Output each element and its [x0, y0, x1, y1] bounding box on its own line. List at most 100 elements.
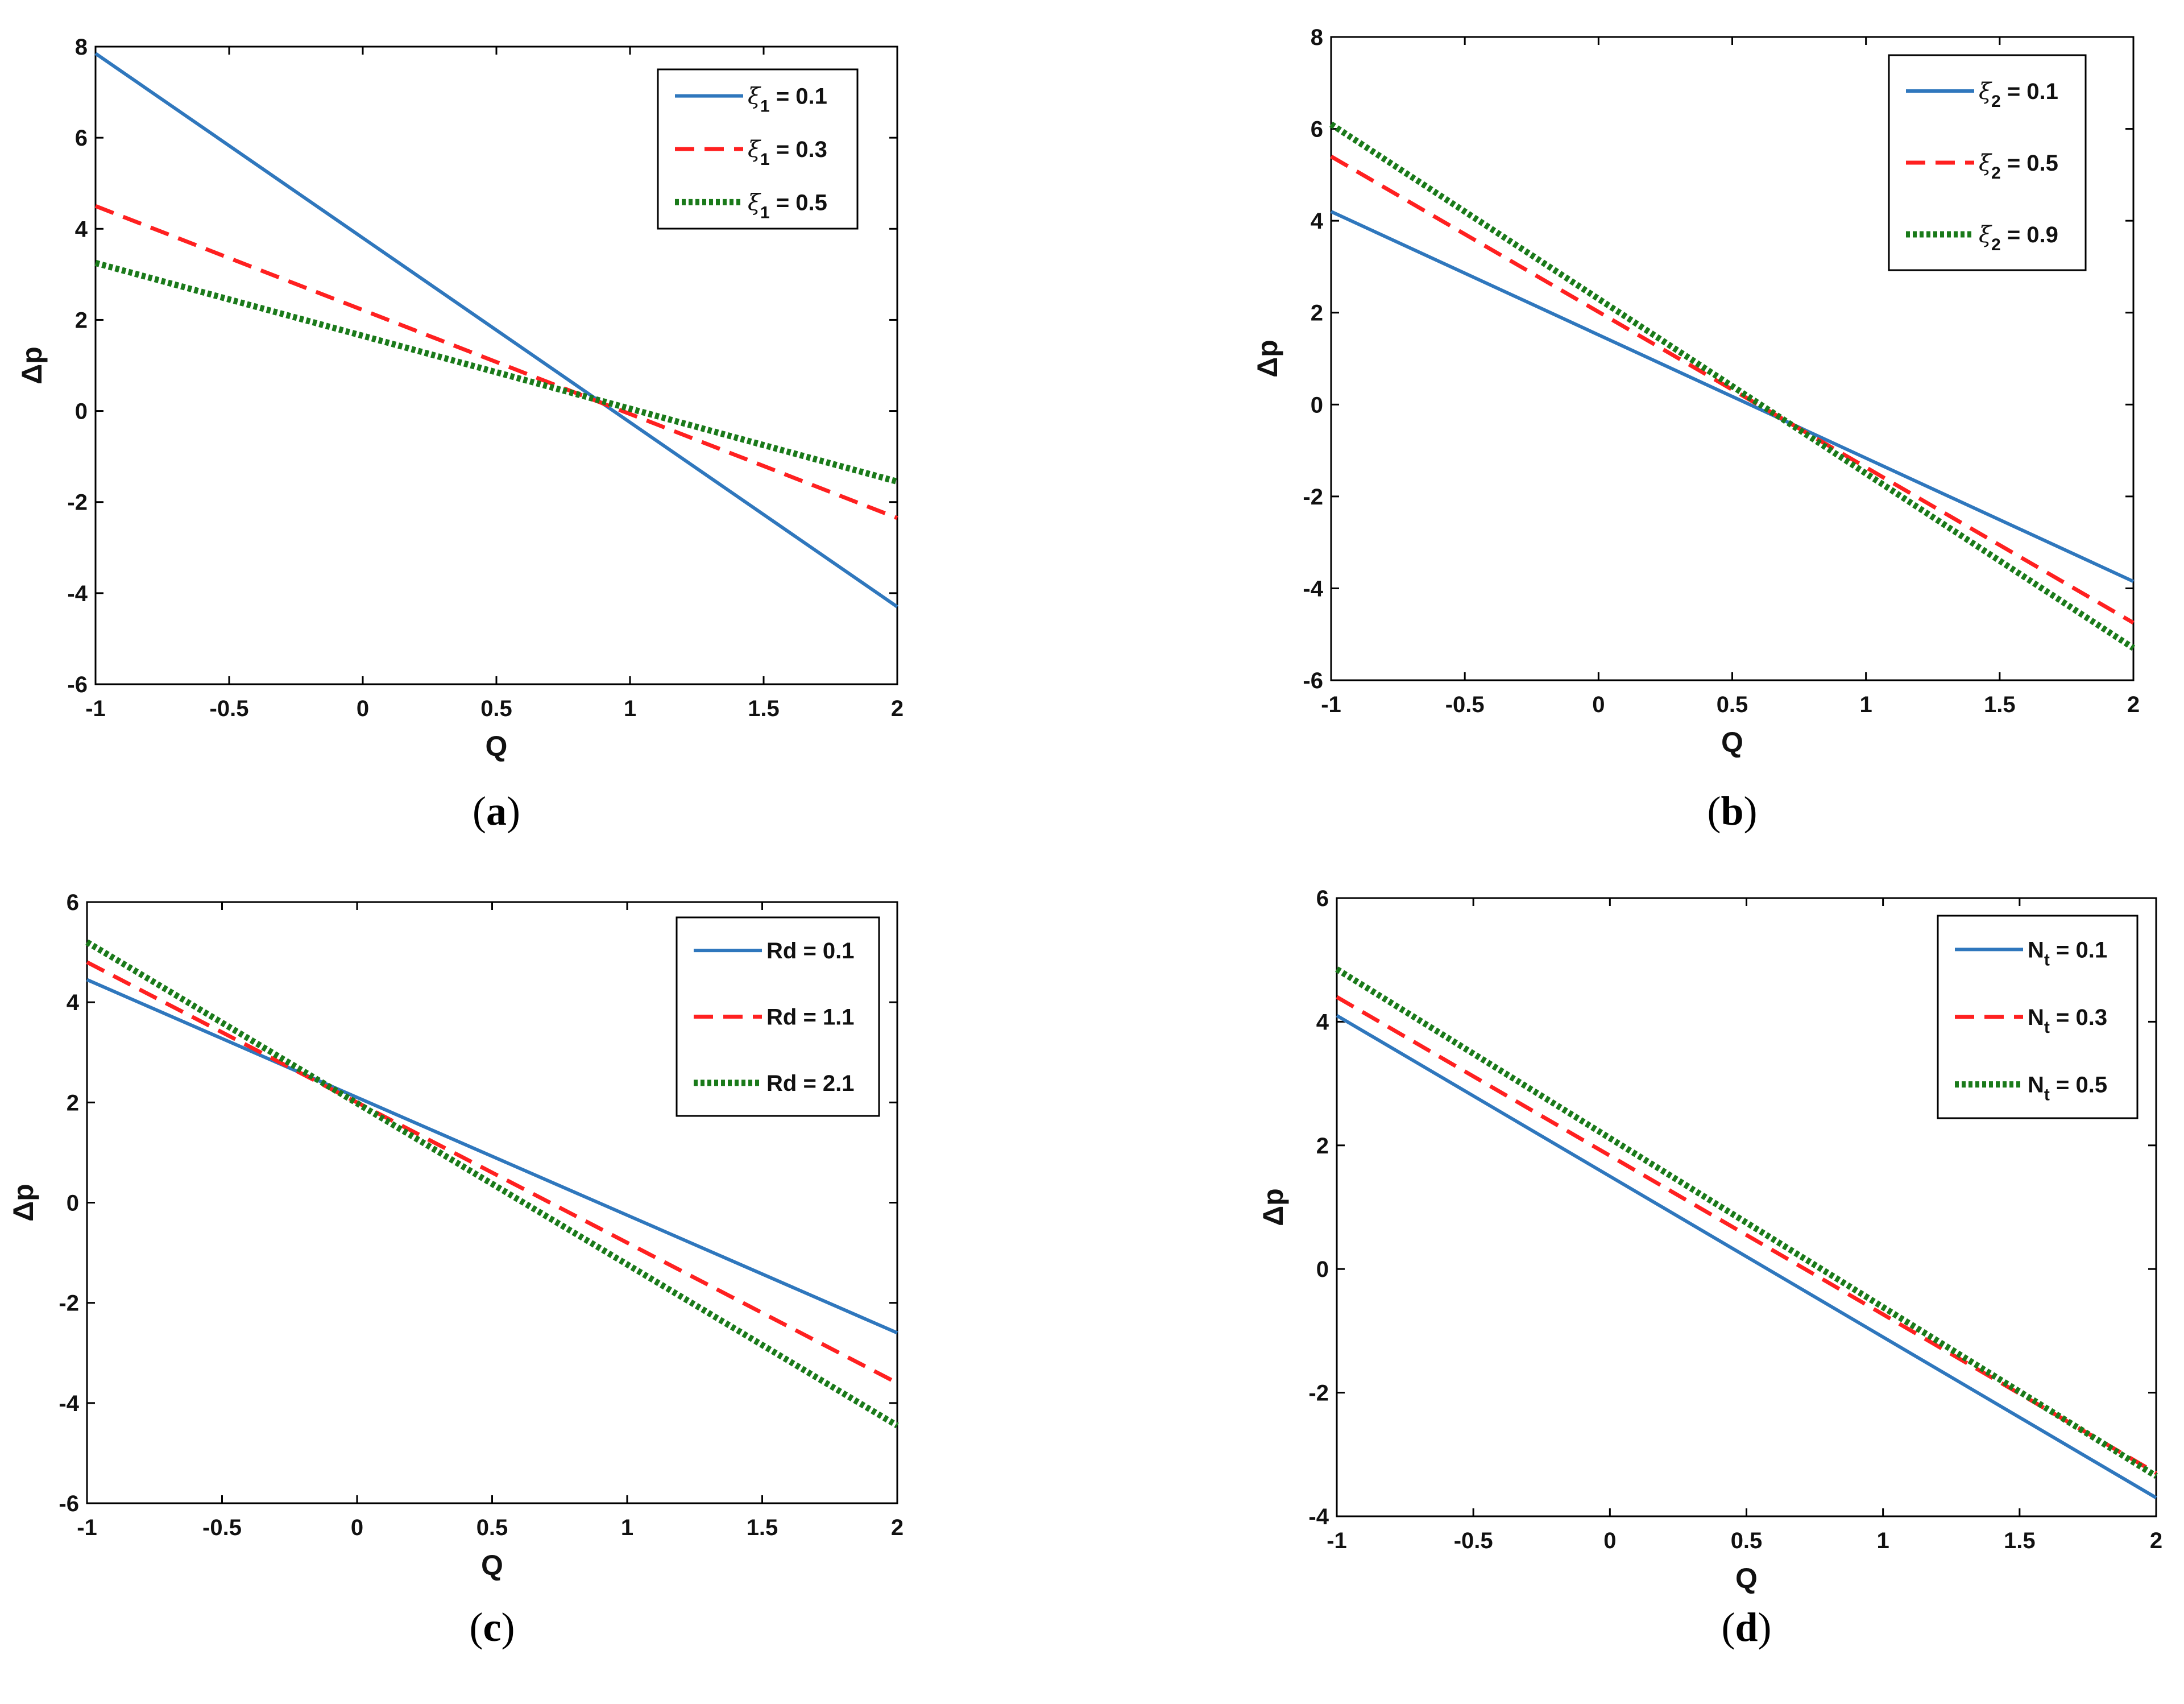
series-line-1 [86, 978, 898, 1335]
x-tick-label: -1 [85, 696, 106, 721]
y-tick-label: -6 [59, 1491, 79, 1516]
y-axis-label: Δp [1257, 1188, 1289, 1226]
y-tick-label: 4 [75, 217, 88, 242]
y-tick-label: -2 [59, 1291, 79, 1316]
x-tick-label: -0.5 [1454, 1528, 1493, 1553]
y-tick-label: -6 [1303, 668, 1323, 693]
legend-entry-2: ξ2 = 0.5 [1979, 150, 2058, 183]
series-line-1 [1330, 210, 2135, 584]
x-tick-label: -0.5 [210, 696, 249, 721]
x-tick-label: 0 [1603, 1528, 1616, 1553]
x-tick-label: -1 [77, 1515, 97, 1540]
y-tick-label: 6 [75, 126, 88, 151]
legend-entry-1: Rd = 0.1 [766, 938, 855, 963]
y-axis-label: Δp [16, 346, 48, 384]
x-tick-label: 1 [621, 1515, 633, 1540]
y-tick-label: -4 [1303, 576, 1323, 601]
y-tick-label: -6 [67, 672, 88, 697]
legend-entry-1: ξ1 = 0.1 [748, 84, 827, 116]
y-tick-label: 0 [1311, 392, 1323, 417]
y-tick-label: 4 [1311, 209, 1324, 234]
x-tick-label: 1 [624, 696, 636, 721]
x-tick-label: -0.5 [1445, 692, 1485, 717]
x-tick-label: 1.5 [1984, 692, 2016, 717]
y-tick-label: -2 [1308, 1381, 1329, 1406]
x-tick-label: 0.5 [480, 696, 512, 721]
panel-caption: (a) [473, 788, 520, 834]
series-line-2 [1336, 995, 2157, 1475]
x-axis-label: Q [1735, 1562, 1758, 1594]
legend-entry-2: ξ1 = 0.3 [748, 137, 827, 169]
y-tick-label: 6 [1316, 886, 1329, 911]
y-tick-label: 8 [1311, 25, 1323, 50]
y-axis-label: Δp [1251, 340, 1283, 377]
y-tick-label: 4 [1316, 1010, 1329, 1035]
x-tick-label: 2 [891, 1515, 904, 1540]
x-tick-label: 2 [2150, 1528, 2162, 1553]
x-tick-label: 1.5 [748, 696, 780, 721]
legend-entry-1: ξ2 = 0.1 [1979, 78, 2058, 111]
y-tick-label: 2 [75, 308, 88, 333]
y-tick-label: 2 [67, 1090, 79, 1115]
series-line-2 [1330, 155, 2135, 625]
panel-caption: (c) [470, 1604, 515, 1650]
y-tick-label: 4 [67, 990, 80, 1015]
legend-entry-3: ξ2 = 0.9 [1979, 222, 2058, 254]
y-tick-label: 6 [67, 890, 79, 915]
y-tick-label: 6 [1311, 117, 1323, 142]
y-tick-label: 8 [75, 35, 88, 60]
panel-caption: (d) [1721, 1604, 1771, 1650]
x-axis-label: Q [481, 1549, 503, 1581]
x-tick-label: 0.5 [1717, 692, 1748, 717]
series-line-1 [1336, 1014, 2157, 1499]
series-line-3 [85, 939, 899, 1429]
y-tick-label: 2 [1311, 301, 1323, 326]
y-tick-label: -4 [67, 581, 88, 606]
legend-entry-1: Nt = 0.1 [2028, 937, 2107, 969]
series-line-1 [94, 52, 898, 609]
x-tick-label: 1 [1860, 692, 1872, 717]
x-tick-label: 0 [357, 696, 369, 721]
y-tick-label: 0 [75, 399, 88, 424]
series-line-3 [94, 260, 898, 485]
x-axis-label: Q [486, 730, 508, 762]
y-tick-label: 0 [67, 1191, 79, 1216]
legend: Nt = 0.1 Nt = 0.3 Nt = 0.5 [1937, 915, 2139, 1119]
x-tick-label: 2 [891, 696, 904, 721]
legend-entry-3: ξ1 = 0.5 [748, 189, 827, 222]
x-tick-label: 0.5 [1731, 1528, 1763, 1553]
x-tick-label: 0 [1592, 692, 1605, 717]
series-line-2 [86, 960, 898, 1385]
series-line-3 [1335, 966, 2158, 1479]
x-tick-label: -1 [1327, 1528, 1347, 1553]
y-tick-label: -4 [59, 1391, 79, 1416]
x-tick-label: 0.5 [476, 1515, 508, 1540]
x-axis-label: Q [1721, 726, 1743, 758]
y-axis-label: Δp [7, 1184, 39, 1221]
legend-entry-3: Rd = 2.1 [766, 1071, 855, 1096]
x-tick-label: 2 [2127, 692, 2140, 717]
y-tick-label: -2 [67, 490, 88, 515]
y-tick-label: 0 [1316, 1257, 1329, 1282]
y-tick-label: -2 [1303, 485, 1323, 510]
legend: ξ2 = 0.1 ξ2 = 0.5 ξ2 = 0.9 [1888, 54, 2087, 271]
y-tick-label: 2 [1316, 1134, 1329, 1159]
series-line-3 [1329, 121, 2136, 651]
x-tick-label: 1 [1877, 1528, 1889, 1553]
y-tick-label: -4 [1308, 1504, 1329, 1529]
legend-entry-3: Nt = 0.5 [2028, 1073, 2107, 1105]
legend-entry-2: Rd = 1.1 [766, 1005, 855, 1030]
series-line-2 [94, 204, 898, 520]
panel-caption: (b) [1707, 788, 1757, 834]
legend-entry-2: Nt = 0.3 [2028, 1005, 2107, 1037]
legend: ξ1 = 0.1 ξ1 = 0.3 ξ1 = 0.5 [657, 68, 859, 230]
legend: Rd = 0.1 Rd = 1.1 Rd = 2.1 [675, 916, 880, 1117]
x-tick-label: -1 [1321, 692, 1341, 717]
x-tick-label: 1.5 [747, 1515, 778, 1540]
x-tick-label: 0 [351, 1515, 363, 1540]
